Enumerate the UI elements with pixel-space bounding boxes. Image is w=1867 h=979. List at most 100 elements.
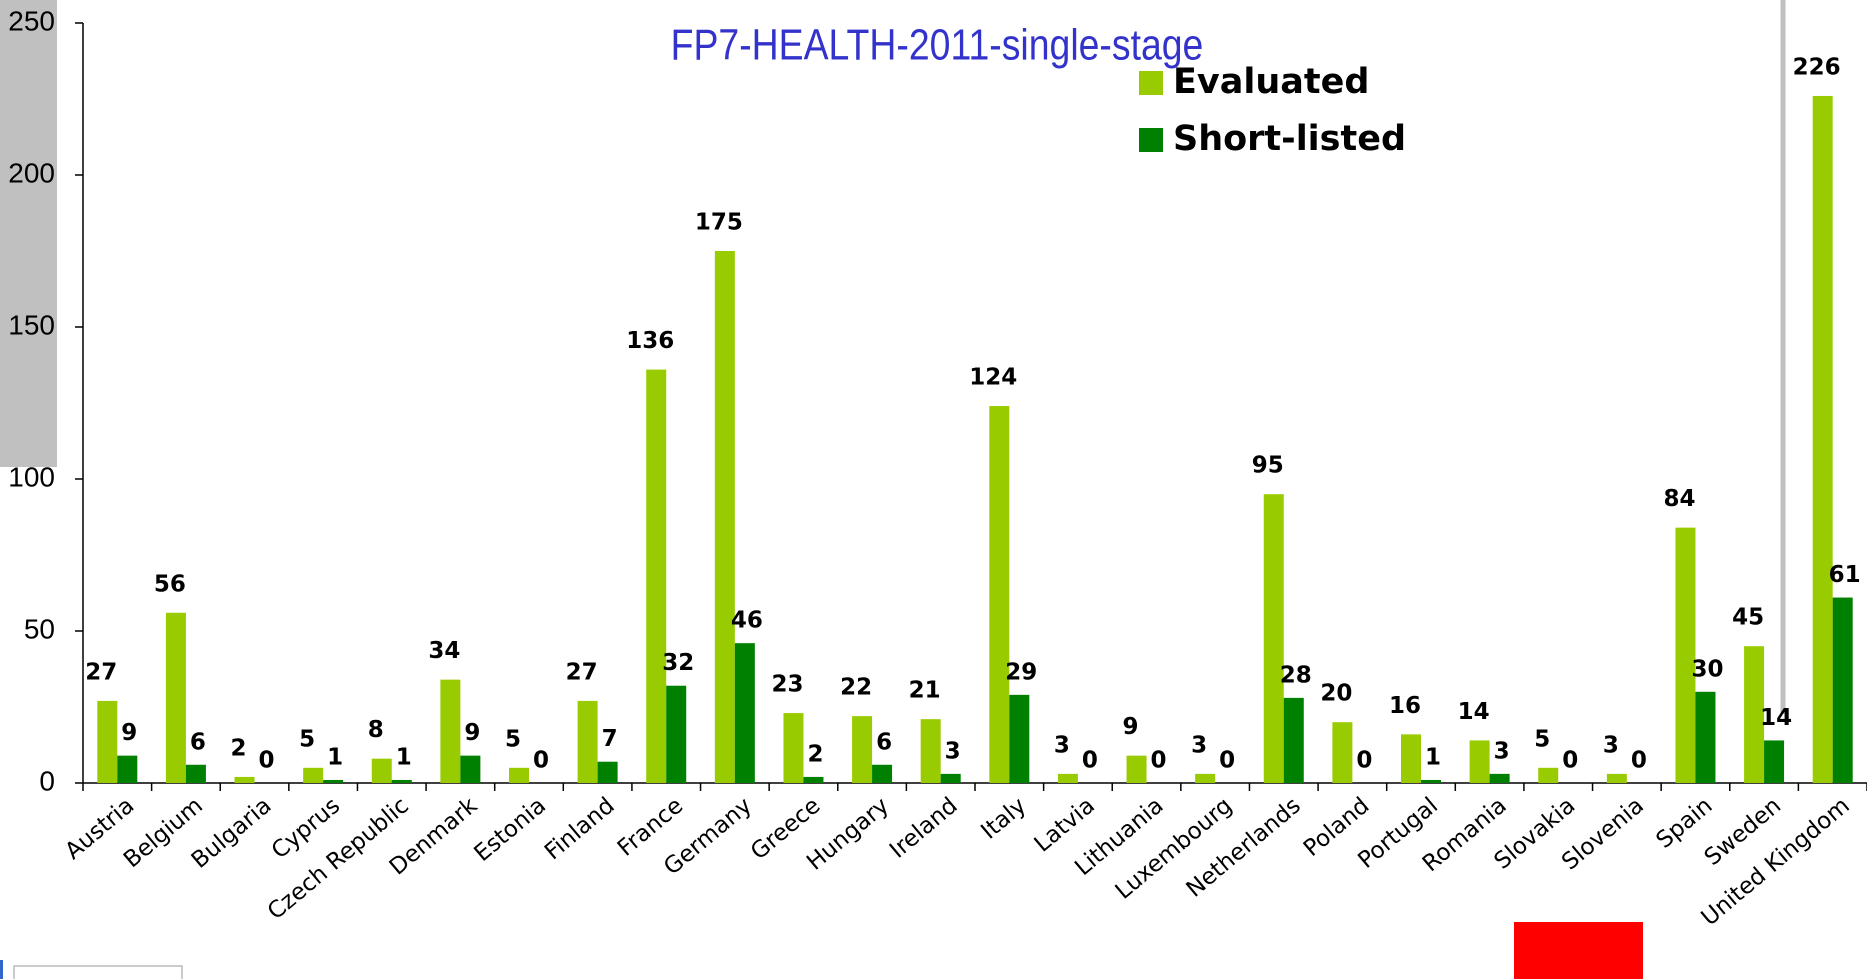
value-label: 0 [1631,748,1647,774]
x-tick-label: Ireland [885,793,963,864]
input-box [13,965,183,979]
legend-swatch [1139,128,1163,152]
value-label: 3 [1603,732,1619,758]
bar [371,758,392,783]
value-label: 45 [1732,605,1764,631]
bar [646,369,667,783]
value-label: 23 [771,672,803,698]
bar [165,612,186,783]
value-label: 0 [1151,748,1167,774]
bar [1421,779,1441,783]
bar [1401,734,1421,783]
value-label: 5 [1534,726,1550,752]
y-tick-label: 50 [24,613,55,644]
bar [1538,767,1559,783]
side-panel [0,0,57,467]
value-label: 1 [396,744,412,770]
value-label: 0 [1082,748,1098,774]
value-label: 1 [327,744,343,770]
value-label: 3 [1494,738,1510,764]
bar [1764,740,1785,783]
value-label: 84 [1663,486,1695,512]
bar [714,251,735,783]
value-label: 0 [1219,748,1235,774]
value-label: 7 [602,726,618,752]
value-label: 9 [121,720,137,746]
y-tick-label: 0 [39,765,55,796]
value-label: 124 [969,365,1017,391]
value-label: 3 [1191,732,1207,758]
y-tick-label: 150 [8,309,55,340]
bar [440,679,461,783]
bar [391,779,412,783]
value-label: 0 [1562,748,1578,774]
value-label: 22 [840,675,872,701]
value-label: 9 [1123,714,1139,740]
bar [577,700,598,783]
bar [1606,773,1627,783]
bar [803,776,824,783]
value-label: 14 [1458,699,1490,725]
bar [734,643,755,783]
bar [872,764,893,783]
value-label: 3 [945,738,961,764]
bar [1263,494,1284,783]
bar [783,713,804,783]
value-label: 27 [85,659,117,685]
value-label: 2 [807,741,823,767]
bar [1489,773,1510,783]
value-label: 95 [1252,453,1284,479]
value-label: 6 [190,729,206,755]
value-label: 5 [299,726,315,752]
bar [1195,773,1216,783]
bar [1469,740,1490,783]
value-label: 21 [909,678,941,704]
value-label: 56 [154,571,186,597]
bar [666,685,687,783]
value-label: 46 [731,608,763,634]
value-label: 1 [1425,744,1441,770]
value-label: 0 [259,748,275,774]
legend-label: Evaluated [1173,62,1369,102]
x-tick-label: Finland [540,793,620,866]
legend-label: Short-listed [1173,119,1406,159]
value-label: 32 [662,650,694,676]
bar [97,700,118,783]
bar [852,716,873,783]
y-tick-label: 100 [8,461,55,492]
value-label: 8 [368,717,384,743]
value-label: 30 [1691,656,1723,682]
value-label: 226 [1793,54,1841,80]
value-label: 175 [695,210,743,236]
value-label: 61 [1829,562,1861,588]
bar [1057,773,1078,783]
bar [1332,722,1353,783]
bar [117,755,138,783]
y-tick-label: 250 [8,5,55,36]
y-tick-label: 200 [8,157,55,188]
value-label: 3 [1054,732,1070,758]
chart-title: FP7-HEALTH-2011-single-stage [671,20,1204,70]
bar [920,719,941,783]
value-label: 9 [464,720,480,746]
value-label: 28 [1280,662,1312,688]
value-label: 2 [231,735,247,761]
value-label: 6 [876,729,892,755]
value-label: 34 [428,638,460,664]
bar [1675,527,1696,783]
bar [597,761,618,783]
bar [1812,95,1833,783]
bar [1832,597,1853,783]
value-label: 16 [1389,693,1421,719]
bar [940,773,961,783]
edge-marker [0,960,3,979]
bar [989,406,1010,783]
bar [509,767,529,783]
red-box [1514,922,1643,979]
x-tick-label: Estonia [469,793,551,867]
bar [1126,755,1147,783]
value-label: 29 [1005,659,1037,685]
value-label: 14 [1760,705,1792,731]
